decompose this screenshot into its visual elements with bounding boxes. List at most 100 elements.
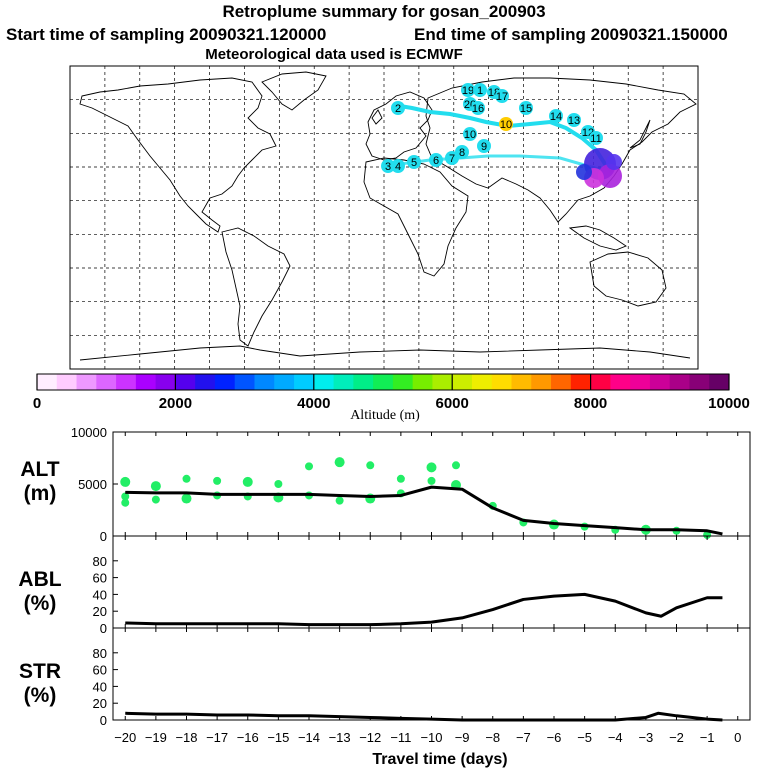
x-axis-label: Travel time (days) xyxy=(372,751,507,768)
plume-marker xyxy=(429,153,443,167)
colorbar-segment xyxy=(116,374,137,390)
y-tick-label: 80 xyxy=(93,554,107,569)
colorbar-segment xyxy=(570,374,592,390)
colorbar-segment xyxy=(471,374,493,390)
x-tick-label: −15 xyxy=(267,730,289,745)
plume-day-label: 17 xyxy=(496,91,508,103)
plume-day-label: 16 xyxy=(472,103,484,115)
colorbar-segment xyxy=(412,374,433,390)
plume-track xyxy=(399,104,614,174)
y-tick-label: 60 xyxy=(93,571,107,586)
colorbar-segment xyxy=(56,374,78,390)
colorbar-segment xyxy=(491,374,513,390)
continent-outlines xyxy=(79,71,697,361)
x-tick-label: −4 xyxy=(608,730,623,745)
colorbar-segment xyxy=(511,374,532,390)
plume-marker xyxy=(381,159,395,173)
colorbar-segment xyxy=(373,374,394,390)
series-line xyxy=(125,711,723,722)
y-tick-label: 10000 xyxy=(71,425,107,440)
alt-marker xyxy=(151,495,160,504)
plume-marker xyxy=(477,139,491,153)
colorbar-segment xyxy=(175,374,196,390)
plume-marker-yellow xyxy=(499,117,513,131)
y-tick-label: 60 xyxy=(93,663,107,678)
plume-day-label: 9 xyxy=(481,141,487,153)
x-tick-label: −10 xyxy=(420,730,442,745)
met-data-label: Meteorological data used is ECMWF xyxy=(205,46,463,63)
alt-marker xyxy=(305,462,313,471)
colorbar-tick-label: 8000 xyxy=(574,395,607,412)
plume-marker xyxy=(407,155,421,169)
colorbar-segment xyxy=(96,374,117,390)
colorbar-segment xyxy=(432,374,453,390)
colorbar-segment xyxy=(392,374,414,390)
chart-title: Retroplume summary for gosan_200903 xyxy=(222,2,546,21)
plume-marker xyxy=(391,101,405,115)
panel-ylabel: ABL xyxy=(18,568,61,591)
alt-marker xyxy=(242,476,253,487)
y-tick-label: 0 xyxy=(100,529,107,544)
x-tick-label: −5 xyxy=(577,730,592,745)
plume-source-blob xyxy=(606,154,622,170)
colorbar-segment xyxy=(333,374,354,390)
plume-day-label: 13 xyxy=(568,115,580,127)
y-tick-label: 5000 xyxy=(78,477,107,492)
colorbar-segment xyxy=(214,374,236,390)
x-tick-label: −6 xyxy=(547,730,562,745)
y-tick-label: 20 xyxy=(93,696,107,711)
x-tick-label: −11 xyxy=(390,730,411,745)
colorbar-segment xyxy=(195,374,216,390)
y-tick-label: 20 xyxy=(93,604,107,619)
plume-marker xyxy=(495,89,509,103)
plume-marker xyxy=(473,83,487,97)
x-tick-label: −13 xyxy=(329,730,351,745)
plume-marker xyxy=(549,109,563,123)
x-tick-label: −9 xyxy=(455,730,470,745)
plume-day-label: 19 xyxy=(462,85,474,97)
series-line xyxy=(125,592,723,627)
x-tick-label: −19 xyxy=(145,730,167,745)
plume-day-label: 11 xyxy=(590,133,601,145)
alt-marker xyxy=(121,492,130,501)
plume-day-label: 15 xyxy=(520,103,532,115)
plume-marker xyxy=(391,159,405,173)
panel-ylabel-unit: (%) xyxy=(24,684,57,707)
alt-marker xyxy=(120,476,131,487)
x-tick-label: −2 xyxy=(669,730,684,745)
colorbar-segment xyxy=(37,374,58,390)
x-tick-label: 0 xyxy=(734,730,741,745)
plume-day-label: 6 xyxy=(433,155,439,167)
panel-frame xyxy=(112,627,751,721)
panel-ylabel-unit: (m) xyxy=(24,482,57,505)
colorbar-axis-label: Altitude (m) xyxy=(350,408,420,423)
alt-marker xyxy=(426,462,437,473)
x-tick-label: −16 xyxy=(237,730,259,745)
colorbar-tick-label: 0 xyxy=(33,395,41,412)
colorbar-segment xyxy=(274,374,295,390)
alt-marker xyxy=(396,474,405,483)
x-tick-label: −17 xyxy=(206,730,228,745)
end-time-label: End time of sampling 20090321.150000 xyxy=(414,25,728,44)
plume-day-label: 4 xyxy=(395,161,401,173)
plume-source-blob xyxy=(576,164,592,180)
plume-marker xyxy=(445,151,459,165)
plume-marker xyxy=(589,131,603,145)
plume-day-label: 5 xyxy=(411,157,417,169)
plume-marker xyxy=(463,127,477,141)
plume-day-label: 8 xyxy=(459,147,465,159)
colorbar-segment xyxy=(630,374,651,390)
alt-marker xyxy=(181,493,192,504)
plume-day-label: 14 xyxy=(550,111,562,123)
plume-day-label: 7 xyxy=(449,153,455,165)
alt-marker xyxy=(150,481,161,492)
colorbar-tick-label: 10000 xyxy=(708,395,750,412)
plume-day-label: 1 xyxy=(477,85,483,97)
series-line xyxy=(125,485,723,536)
plume-day-label: 2 xyxy=(395,103,401,115)
colorbar-segment xyxy=(709,374,730,390)
